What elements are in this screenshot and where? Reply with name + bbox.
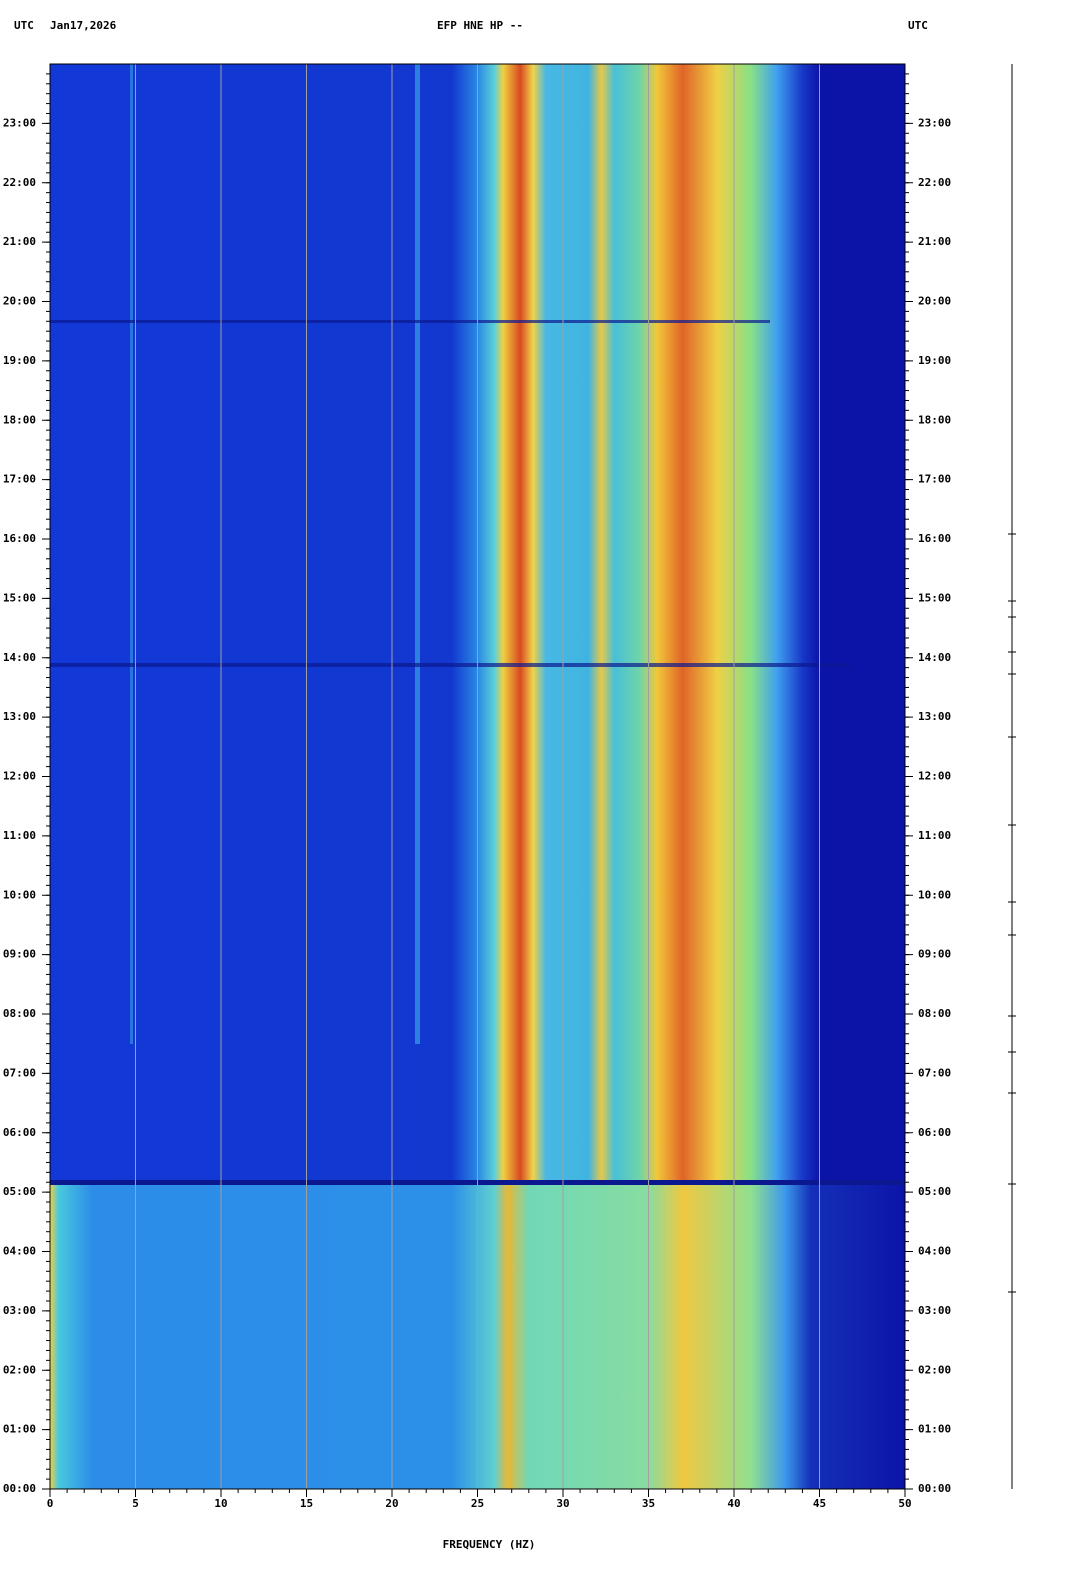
y-tick-label: 00:00 [918, 1482, 951, 1495]
y-tick-label: 14:00 [3, 651, 36, 664]
y-tick-label: 16:00 [3, 532, 36, 545]
y-tick-label: 20:00 [3, 295, 36, 308]
dark-stripe [50, 663, 850, 667]
y-tick-label: 18:00 [918, 413, 951, 426]
x-tick-label: 45 [813, 1497, 826, 1510]
y-tick-label: 17:00 [3, 473, 36, 486]
y-tick-label: 14:00 [918, 651, 951, 664]
y-tick-label: 05:00 [3, 1185, 36, 1198]
line-feature [415, 64, 420, 1044]
time-zone-left: UTC [14, 19, 34, 32]
y-tick-label: 03:00 [3, 1304, 36, 1317]
x-tick-label: 50 [898, 1497, 911, 1510]
y-tick-label: 22:00 [3, 176, 36, 189]
y-tick-label: 08:00 [3, 1007, 36, 1020]
y-tick-label: 21:00 [918, 235, 951, 248]
y-tick-label: 12:00 [3, 770, 36, 783]
y-tick-label: 18:00 [3, 413, 36, 426]
x-tick-label: 30 [556, 1497, 569, 1510]
y-tick-label: 01:00 [3, 1423, 36, 1436]
x-tick-label: 15 [300, 1497, 313, 1510]
line-feature [130, 64, 133, 1044]
y-tick-label: 17:00 [918, 473, 951, 486]
date: Jan17,2026 [50, 19, 117, 32]
y-tick-label: 20:00 [918, 295, 951, 308]
y-tick-label: 10:00 [918, 888, 951, 901]
y-tick-label: 13:00 [918, 710, 951, 723]
y-tick-label: 06:00 [918, 1126, 951, 1139]
y-tick-label: 11:00 [918, 829, 951, 842]
dark-stripe [50, 320, 770, 323]
y-tick-label: 06:00 [3, 1126, 36, 1139]
x-tick-label: 40 [727, 1497, 740, 1510]
y-tick-label: 04:00 [918, 1245, 951, 1258]
y-tick-label: 01:00 [918, 1423, 951, 1436]
y-tick-label: 09:00 [918, 948, 951, 961]
x-tick-label: 10 [214, 1497, 227, 1510]
x-tick-label: 25 [471, 1497, 484, 1510]
y-tick-label: 02:00 [918, 1363, 951, 1376]
y-tick-label: 22:00 [918, 176, 951, 189]
y-tick-label: 23:00 [918, 116, 951, 129]
y-tick-label: 15:00 [918, 591, 951, 604]
plot-frame [49, 63, 906, 1490]
y-tick-label: 13:00 [3, 710, 36, 723]
y-tick-label: 08:00 [918, 1007, 951, 1020]
time-zone-right: UTC [908, 19, 928, 32]
y-tick-label: 21:00 [3, 235, 36, 248]
y-tick-label: 10:00 [3, 888, 36, 901]
x-tick-label: 5 [132, 1497, 139, 1510]
y-tick-label: 15:00 [3, 591, 36, 604]
y-tick-label: 05:00 [918, 1185, 951, 1198]
x-tick-label: 20 [385, 1497, 398, 1510]
x-axis-label: FREQUENCY (HZ) [443, 1538, 536, 1551]
y-tick-label: 11:00 [3, 829, 36, 842]
y-tick-label: 16:00 [918, 532, 951, 545]
chart-title: EFP HNE HP -- [437, 19, 523, 32]
y-tick-label: 07:00 [3, 1066, 36, 1079]
x-tick-label: 35 [642, 1497, 655, 1510]
y-tick-label: 07:00 [918, 1066, 951, 1079]
y-tick-label: 04:00 [3, 1245, 36, 1258]
y-tick-label: 03:00 [918, 1304, 951, 1317]
y-tick-label: 02:00 [3, 1363, 36, 1376]
trace [1008, 64, 1016, 1489]
x-tick-label: 0 [47, 1497, 54, 1510]
y-tick-label: 19:00 [918, 354, 951, 367]
y-tick-label: 23:00 [3, 116, 36, 129]
y-tick-label: 12:00 [918, 770, 951, 783]
y-tick-label: 00:00 [3, 1482, 36, 1495]
y-tick-label: 09:00 [3, 948, 36, 961]
y-tick-label: 19:00 [3, 354, 36, 367]
